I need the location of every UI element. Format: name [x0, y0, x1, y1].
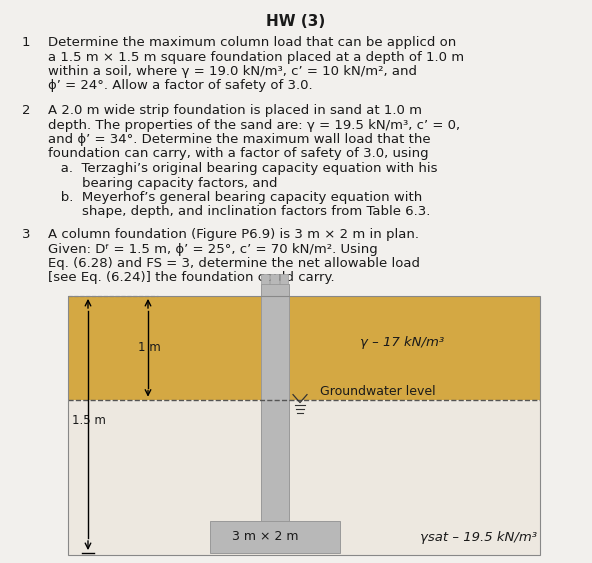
Text: HW (3): HW (3): [266, 14, 326, 29]
Bar: [271, 274, 279, 284]
Text: 3 m × 2 m: 3 m × 2 m: [231, 530, 298, 543]
Bar: [68, 296, 540, 555]
Text: Eq. (6.28) and FS = 3, determine the net allowable load: Eq. (6.28) and FS = 3, determine the net…: [48, 257, 420, 270]
Text: A 2.0 m wide strip foundation is placed in sand at 1.0 m: A 2.0 m wide strip foundation is placed …: [48, 104, 422, 117]
Text: [see Eq. (6.24)] the foundation could carry.: [see Eq. (6.24)] the foundation could ca…: [48, 271, 334, 284]
Bar: [261, 274, 269, 284]
Text: 2: 2: [22, 104, 31, 117]
Text: shape, depth, and inclination factors from Table 6.3.: shape, depth, and inclination factors fr…: [48, 205, 430, 218]
Bar: [68, 296, 540, 400]
Text: γsat – 19.5 kN/m³: γsat – 19.5 kN/m³: [420, 530, 537, 543]
Text: 3: 3: [22, 228, 31, 241]
Text: A column foundation (Figure P6.9) is 3 m × 2 m in plan.: A column foundation (Figure P6.9) is 3 m…: [48, 228, 419, 241]
Text: foundation can carry, with a factor of safety of 3.0, using: foundation can carry, with a factor of s…: [48, 148, 429, 160]
Text: depth. The properties of the sand are: γ = 19.5 kN/m³, c’ = 0,: depth. The properties of the sand are: γ…: [48, 118, 460, 132]
Bar: [261, 284, 289, 521]
Text: Groundwater level: Groundwater level: [320, 385, 436, 398]
Text: 1 m: 1 m: [138, 341, 161, 354]
Text: 1.5 m: 1.5 m: [72, 414, 106, 427]
Text: bearing capacity factors, and: bearing capacity factors, and: [48, 176, 278, 190]
Text: a 1.5 m × 1.5 m square foundation placed at a depth of 1.0 m: a 1.5 m × 1.5 m square foundation placed…: [48, 51, 464, 64]
Bar: [279, 274, 288, 284]
Bar: [210, 521, 340, 553]
Text: ϕ’ = 24°. Allow a factor of safety of 3.0.: ϕ’ = 24°. Allow a factor of safety of 3.…: [48, 79, 313, 92]
Text: Given: Dᶠ = 1.5 m, ϕ’ = 25°, c’ = 70 kN/m². Using: Given: Dᶠ = 1.5 m, ϕ’ = 25°, c’ = 70 kN/…: [48, 243, 378, 256]
Text: within a soil, where γ = 19.0 kN/m³, c’ = 10 kN/m², and: within a soil, where γ = 19.0 kN/m³, c’ …: [48, 65, 417, 78]
Text: b.  Meyerhof’s general bearing capacity equation with: b. Meyerhof’s general bearing capacity e…: [48, 191, 422, 204]
Text: and ϕ’ = 34°. Determine the maximum wall load that the: and ϕ’ = 34°. Determine the maximum wall…: [48, 133, 430, 146]
Text: a.  Terzaghi’s original bearing capacity equation with his: a. Terzaghi’s original bearing capacity …: [48, 162, 437, 175]
Bar: [68, 400, 540, 555]
Text: 1: 1: [22, 36, 31, 49]
Text: Determine the maximum column load that can be applicd on: Determine the maximum column load that c…: [48, 36, 456, 49]
Text: γ – 17 kN/m³: γ – 17 kN/m³: [360, 336, 444, 349]
